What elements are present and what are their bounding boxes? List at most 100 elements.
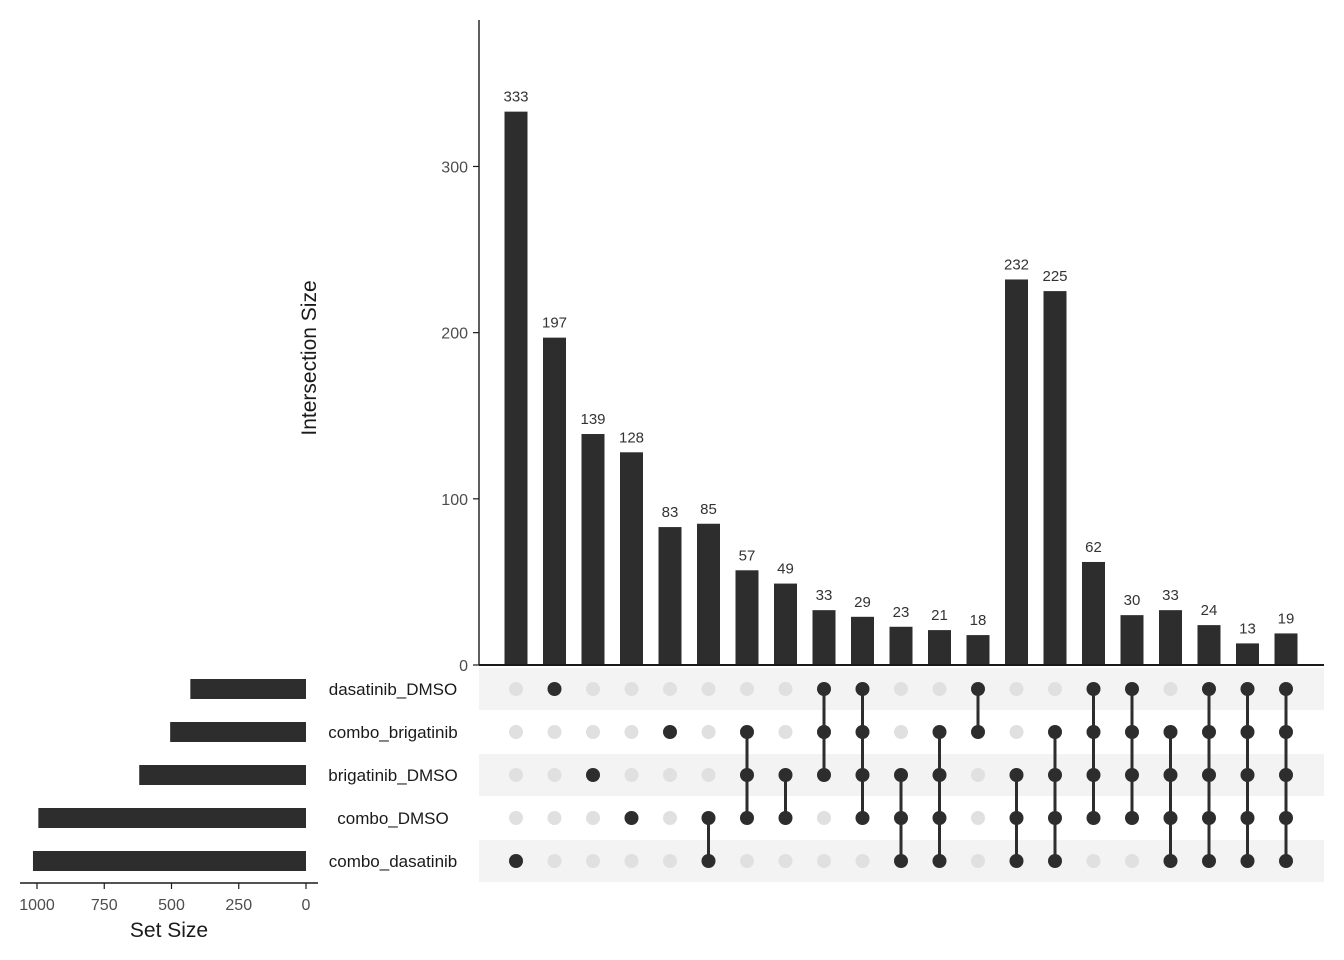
set-size-bar <box>170 722 306 742</box>
matrix-dot-active <box>740 768 754 782</box>
matrix-dot-inactive <box>894 682 908 696</box>
bar-value-label: 30 <box>1124 592 1141 609</box>
matrix-dot-active <box>547 682 562 696</box>
set-label: combo_DMSO <box>337 809 448 828</box>
matrix-dot-inactive <box>509 811 523 825</box>
matrix-dot-inactive <box>740 854 754 868</box>
matrix-dot-inactive <box>971 768 985 782</box>
y-tick-label: 0 <box>459 658 468 675</box>
bar-value-label: 225 <box>1042 268 1067 285</box>
matrix-dot-active <box>971 682 985 696</box>
matrix-dot-inactive <box>586 811 600 825</box>
intersection-bar <box>851 616 874 665</box>
bar-value-label: 197 <box>542 315 567 332</box>
matrix-dot-inactive <box>547 854 562 868</box>
matrix-dot-inactive <box>971 854 985 868</box>
matrix-dot-active <box>894 854 908 868</box>
matrix-dot-active <box>1240 854 1255 868</box>
intersection-bar <box>1043 291 1067 665</box>
set-size-axis-label: Set Size <box>130 919 208 942</box>
matrix-dot-inactive <box>778 725 793 739</box>
intersection-bar <box>812 610 836 665</box>
set-size-tick-label: 750 <box>91 897 118 914</box>
matrix-dot-active <box>509 854 523 868</box>
matrix-dot-inactive <box>624 725 639 739</box>
matrix-dot-active <box>1048 768 1062 782</box>
bar-value-label: 139 <box>580 411 605 428</box>
matrix-dot-inactive <box>778 854 793 868</box>
matrix-dot-active <box>1279 725 1293 739</box>
intersection-matrix <box>509 682 1293 868</box>
y-tick-label: 200 <box>441 326 468 343</box>
bar-value-label: 232 <box>1004 256 1029 273</box>
matrix-dot-inactive <box>971 811 985 825</box>
matrix-dot-active <box>1163 768 1178 782</box>
bar-value-label: 57 <box>739 547 756 564</box>
intersection-bar-labels: 333 197 139 128 83 85 57 49 33 29 23 21 18 232 225 62 30… <box>503 89 1294 638</box>
matrix-dot-active <box>1279 768 1293 782</box>
matrix-dot-active <box>1125 725 1139 739</box>
matrix-dot-active <box>1240 682 1255 696</box>
set-size-bar <box>32 851 307 871</box>
intersection-bar <box>504 111 528 666</box>
set-size-axis: 1000 750 500 250 0 <box>19 882 318 914</box>
matrix-dot-inactive <box>778 682 793 696</box>
matrix-dot-active <box>1086 768 1101 782</box>
matrix-dot-active <box>1202 854 1216 868</box>
matrix-dot-active <box>1009 811 1024 825</box>
matrix-dot-active <box>855 682 870 696</box>
bar-value-label: 19 <box>1278 610 1295 627</box>
set-labels: dasatinib_DMSO combo_brigatinib brigatinib… <box>328 680 457 871</box>
matrix-dot-active <box>1009 854 1024 868</box>
matrix-dot-active <box>1202 811 1216 825</box>
bar-value-label: 29 <box>854 594 871 611</box>
bar-value-label: 85 <box>700 501 717 518</box>
matrix-dot-inactive <box>586 725 600 739</box>
matrix-dot-active <box>1163 725 1178 739</box>
intersection-bar <box>1274 633 1298 665</box>
matrix-dot-inactive <box>1125 854 1139 868</box>
matrix-dot-inactive <box>701 682 716 696</box>
y-tick-label: 300 <box>441 159 468 176</box>
bar-value-label: 33 <box>816 587 833 604</box>
intersection-bars <box>504 111 1298 666</box>
intersection-bar <box>889 626 913 665</box>
matrix-dot-inactive <box>547 811 562 825</box>
matrix-dot-active <box>1240 768 1255 782</box>
set-size-bar <box>190 679 306 699</box>
set-size-bar <box>38 808 306 828</box>
matrix-dot-inactive <box>1163 682 1178 696</box>
matrix-dot-active <box>1125 682 1139 696</box>
matrix-dot-active <box>1240 811 1255 825</box>
matrix-dot-active <box>932 725 947 739</box>
matrix-dot-inactive <box>1048 682 1062 696</box>
intersection-bar <box>1120 615 1144 665</box>
matrix-dot-active <box>740 811 754 825</box>
matrix-dot-inactive <box>586 854 600 868</box>
set-size-tick-label: 500 <box>158 897 185 914</box>
matrix-dot-active <box>1086 725 1101 739</box>
intersection-bar <box>966 635 990 665</box>
matrix-dot-active <box>971 725 985 739</box>
matrix-dot-active <box>701 854 716 868</box>
matrix-dot-active <box>1202 682 1216 696</box>
matrix-dot-inactive <box>932 682 947 696</box>
matrix-dot-active <box>1048 854 1062 868</box>
matrix-dot-active <box>1279 811 1293 825</box>
matrix-dot-active <box>778 811 793 825</box>
matrix-dot-active <box>701 811 716 825</box>
matrix-dot-active <box>817 725 831 739</box>
matrix-dot-active <box>817 768 831 782</box>
matrix-dot-inactive <box>547 725 562 739</box>
bar-value-label: 333 <box>503 89 528 106</box>
matrix-dot-inactive <box>509 725 523 739</box>
matrix-dot-active <box>932 768 947 782</box>
matrix-dot-active <box>932 811 947 825</box>
bar-value-label: 18 <box>970 612 987 629</box>
set-size-bars <box>32 679 307 871</box>
matrix-dot-inactive <box>547 768 562 782</box>
matrix-dot-inactive <box>663 811 677 825</box>
intersection-bar <box>1005 279 1028 665</box>
intersection-bar <box>1082 561 1105 665</box>
